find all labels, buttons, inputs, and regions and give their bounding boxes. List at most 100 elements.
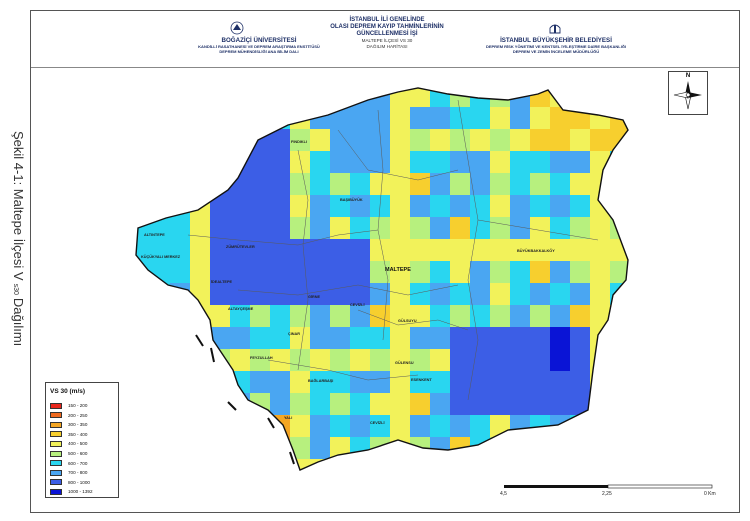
vs30-cell (270, 129, 290, 151)
vs30-cell (370, 151, 390, 173)
bogazici-logo-icon (230, 21, 244, 35)
vs30-cell (490, 283, 510, 305)
vs30-cell (430, 415, 450, 437)
vs30-cell (370, 239, 390, 261)
vs30-cell (410, 415, 430, 437)
header-center-line3: GÜNCELLENMESİ İŞİ (356, 31, 418, 37)
vs30-cell (210, 415, 230, 437)
vs30-cell (170, 327, 190, 349)
vs30-cell (350, 327, 370, 349)
vs30-cell (330, 88, 350, 107)
vs30-cell (310, 481, 330, 503)
vs30-cell (150, 415, 170, 437)
vs30-cell (350, 195, 370, 217)
vs30-cell (410, 349, 430, 371)
vs30-cell (310, 107, 330, 129)
district-label: FINDIKLI (291, 140, 307, 144)
vs30-cell (190, 239, 210, 261)
vs30-cell (430, 239, 450, 261)
vs30-cell (290, 437, 310, 459)
vs30-cell (270, 305, 290, 327)
vs30-cell (630, 239, 650, 261)
vs30-cell (450, 415, 470, 437)
vs30-cell (590, 217, 610, 239)
vs30-cell (570, 129, 590, 151)
vs30-cell (350, 349, 370, 371)
vs30-cell (230, 129, 250, 151)
vs30-legend: VS 30 (m/s) 150 - 200 200 - 250 300 - 350 3… (45, 382, 119, 498)
vs30-cell (410, 173, 430, 195)
vs30-cell (136, 173, 150, 195)
vs30-cell (410, 239, 430, 261)
vs30-cell (530, 173, 550, 195)
vs30-cell (190, 327, 210, 349)
vs30-cell (170, 393, 190, 415)
vs30-cell (150, 239, 170, 261)
header-left-title: BOĞAZİÇİ ÜNİVERSİTESİ (221, 37, 297, 44)
vs30-cell (570, 173, 590, 195)
vs30-cell (610, 415, 628, 437)
vs30-cell (470, 107, 490, 129)
ibb-logo-icon (549, 24, 561, 34)
legend-row: 400 - 500 (50, 439, 87, 448)
vs30-cell (290, 371, 310, 393)
vs30-cell (590, 107, 610, 129)
district-label: CEVİZLİ (350, 303, 365, 307)
vs30-cell (510, 349, 530, 371)
header-left-line1: KANDİLLİ RASATHANESİ VE DEPREM ARAŞTIRMA… (198, 44, 320, 49)
vs30-cell (190, 173, 210, 195)
vs30-cell (530, 393, 550, 415)
vs30-cell (250, 305, 270, 327)
vs30-cell (410, 327, 430, 349)
vs30-cell (370, 481, 390, 503)
legend-row: 200 - 250 (50, 411, 87, 420)
vs30-cell (490, 88, 510, 107)
vs30-cell (510, 305, 530, 327)
vs30-cell (210, 261, 230, 283)
vs30-cell (630, 393, 650, 415)
vs30-cell (450, 481, 470, 503)
vs30-cell (430, 459, 450, 470)
vs30-cell (510, 283, 530, 305)
vs30-cell (290, 415, 310, 437)
legend-swatch (50, 469, 62, 476)
vs30-cell (136, 151, 150, 173)
vs30-cell (470, 195, 490, 217)
vs30-cell (450, 239, 470, 261)
vs30-cell (290, 107, 310, 129)
vs30-cell (410, 88, 430, 107)
vs30-cell (430, 437, 450, 459)
vs30-cell (136, 88, 150, 107)
district-label: ÇINAR (288, 332, 300, 336)
vs30-cell (610, 349, 628, 371)
vs30-cell (610, 437, 628, 459)
header-left-line2: DEPREM MÜHENDİSLİĞİ ANA BİLİM DALI (219, 49, 299, 54)
vs30-cell (190, 283, 210, 305)
vs30-cell (430, 195, 450, 217)
vs30-cell (370, 173, 390, 195)
vs30-cell (390, 107, 410, 129)
vs30-cell (290, 151, 310, 173)
vs30-cell (490, 239, 510, 261)
vs30-cell (190, 195, 210, 217)
vs30-cell (470, 88, 490, 107)
legend-label: 300 - 350 (68, 422, 88, 428)
vs30-cell (470, 371, 490, 393)
vs30-cell (250, 459, 270, 470)
vs30-cell (290, 481, 310, 503)
legend-label: 600 - 700 (68, 460, 88, 466)
vs30-cell (290, 129, 310, 151)
vs30-cell (170, 371, 190, 393)
vs30-cell (136, 459, 150, 470)
vs30-cell (630, 305, 650, 327)
vs30-cell (510, 327, 530, 349)
vs30-cell (210, 393, 230, 415)
header-right-institution: İSTANBUL BÜYÜKŞEHİR BELEDİYESİ DEPREM Rİ… (451, 37, 661, 54)
vs30-cell (270, 195, 290, 217)
header-right-line2: DEPREM VE ZEMİN İNCELEME MÜDÜRLÜĞÜ (512, 49, 600, 54)
vs30-map[interactable]: FINDIKLI BAŞIBÜYÜK ALTINTEPE KÜÇÜKYALI M… (38, 70, 738, 510)
vs30-cell (370, 217, 390, 239)
legend-swatch (50, 488, 62, 495)
legend-row: 350 - 400 (50, 430, 87, 439)
vs30-cell (550, 349, 570, 371)
